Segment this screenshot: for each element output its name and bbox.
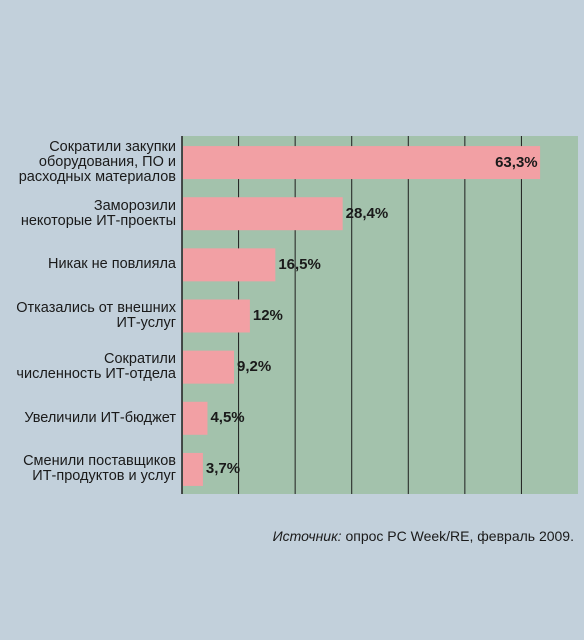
bar [183, 401, 208, 435]
value-label: 16,5% [278, 255, 321, 273]
source-text: опрос PC Week/RE, февраль 2009. [341, 528, 574, 544]
bar [183, 146, 541, 180]
category-label: Заморозили некоторые ИТ-проекты [20, 197, 176, 229]
category-label: Сократили закупки оборудования, ПО и рас… [18, 139, 176, 186]
bar [183, 299, 250, 333]
category-label: Сменили поставщиков ИТ-продуктов и услуг [23, 453, 176, 485]
category-label: Сократили численность ИТ-отдела [16, 351, 176, 383]
bar [183, 248, 276, 282]
bars [183, 146, 541, 486]
bar [183, 452, 203, 486]
bar [183, 197, 343, 231]
value-label: 4,5% [210, 409, 245, 427]
bar [183, 350, 235, 384]
value-label: 9,2% [237, 358, 272, 376]
value-label: 28,4% [345, 204, 389, 222]
value-label: 12% [252, 307, 283, 324]
category-label: Увеличили ИТ-бюджет [24, 409, 176, 426]
value-label: 3,7% [205, 460, 241, 478]
value-label: 63,3% [495, 153, 538, 171]
source-note: Источник: опрос PC Week/RE, февраль 2009… [273, 528, 574, 544]
category-label: Отказались от внешних ИТ-услуг [16, 300, 176, 331]
source-prefix: Источник: [272, 528, 342, 544]
category-label: Никак не повлияла [48, 256, 176, 273]
